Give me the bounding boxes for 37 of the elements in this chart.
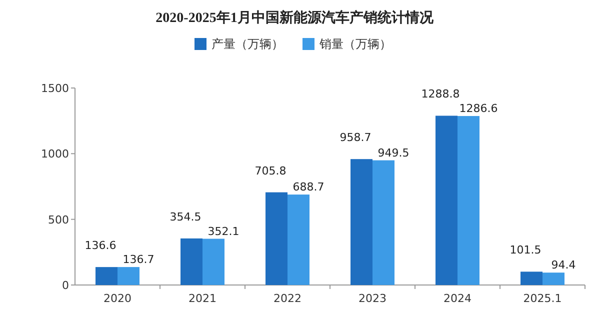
x-tick-label: 2025.1 [523, 292, 562, 305]
data-label: 1288.8 [421, 88, 460, 101]
bar [266, 192, 288, 285]
data-label: 352.1 [208, 224, 240, 238]
data-label: 101.5 [510, 244, 542, 257]
y-tick-label: 500 [48, 213, 69, 226]
data-label: 705.8 [254, 164, 286, 178]
chart-title: 2020-2025年1月中国新能源汽车产销统计情况 [156, 9, 434, 26]
y-tick-label: 0 [62, 279, 69, 292]
bar [202, 238, 224, 285]
data-label: 136.7 [122, 253, 154, 266]
data-label: 94.4 [551, 258, 576, 272]
data-label: 136.6 [84, 239, 116, 252]
bar [350, 159, 372, 285]
data-label: 354.5 [170, 210, 202, 224]
bar [180, 238, 202, 285]
x-tick-label: 2020 [104, 292, 132, 305]
bar [372, 160, 394, 285]
y-tick-label: 1000 [41, 148, 69, 161]
bar [436, 116, 458, 285]
x-tick-label: 2021 [188, 292, 216, 305]
y-tick-label: 1500 [41, 82, 69, 95]
data-label: 688.7 [292, 180, 324, 194]
bar [458, 116, 480, 285]
data-label: 949.5 [378, 146, 410, 160]
x-tick-label: 2023 [358, 292, 386, 305]
bar [520, 272, 542, 285]
bar [288, 194, 310, 285]
bar [542, 272, 564, 285]
x-tick-label: 2024 [444, 292, 472, 305]
data-label: 958.7 [340, 131, 372, 144]
bar [96, 267, 118, 285]
bar [118, 267, 140, 285]
data-label: 1286.6 [459, 102, 498, 116]
legend-label: 销量（万辆） [318, 37, 392, 51]
legend-label: 产量（万辆） [212, 37, 284, 51]
x-tick-label: 2022 [274, 292, 302, 305]
